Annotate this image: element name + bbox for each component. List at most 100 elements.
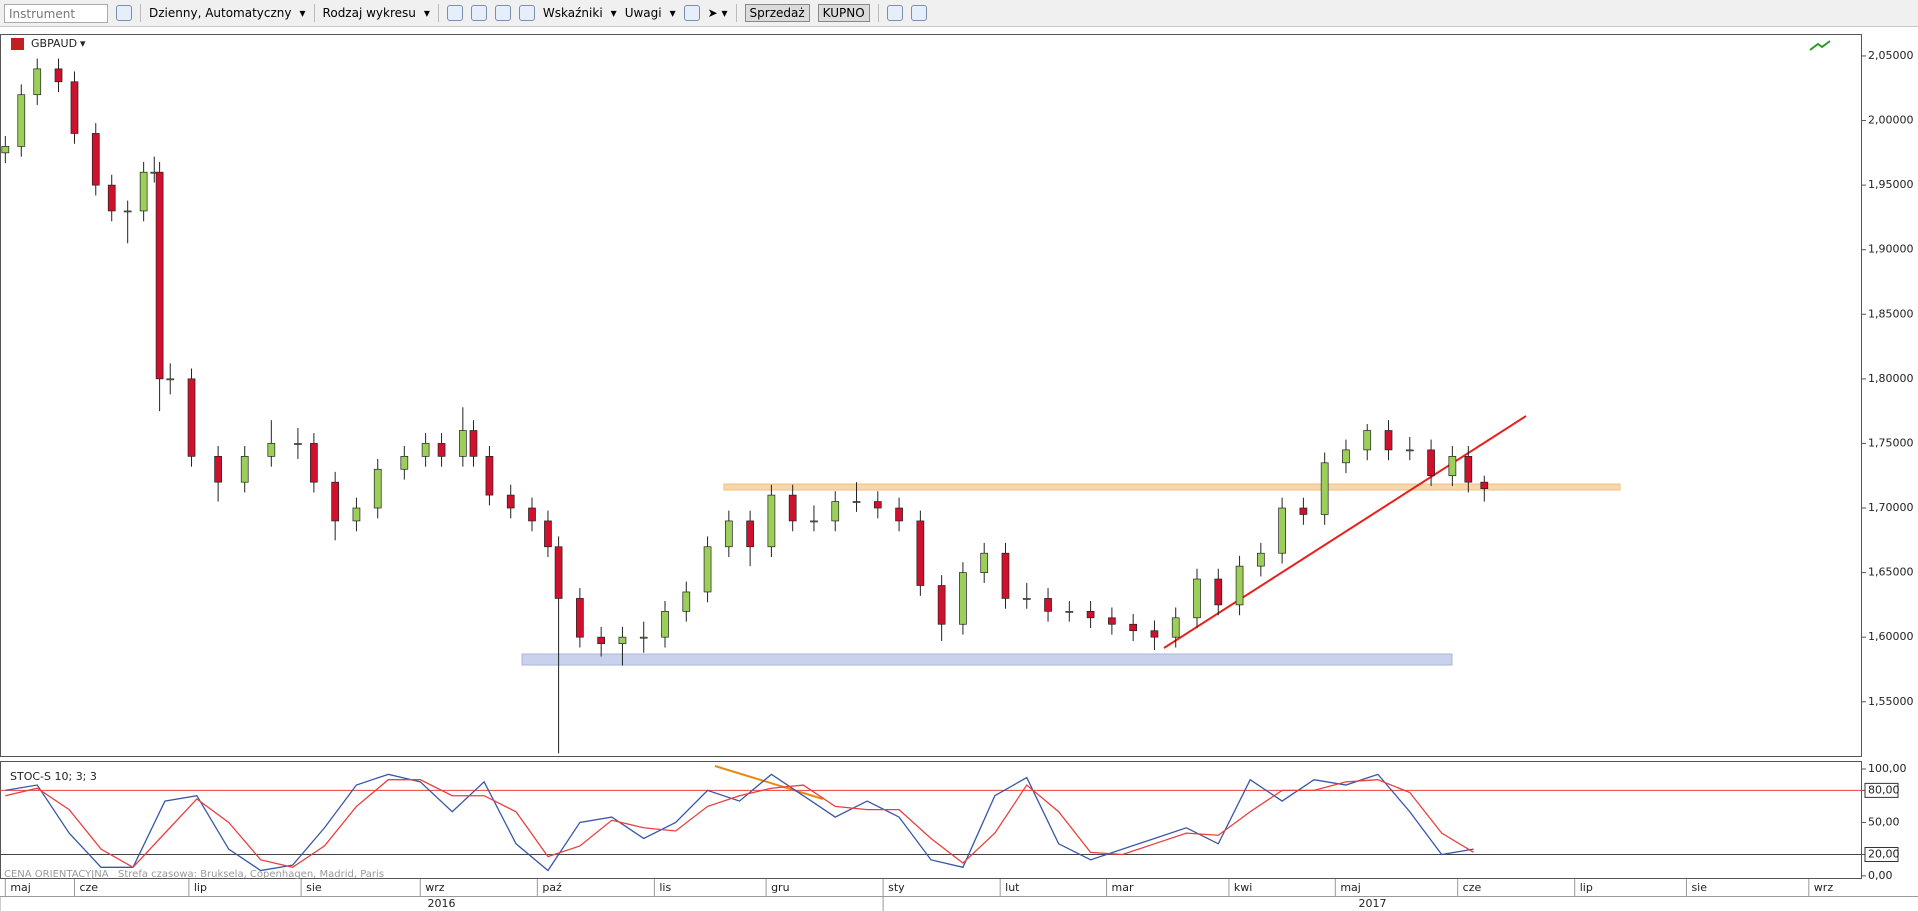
indicator-title: STOC-S 10; 3; 3 <box>10 770 97 783</box>
candle-body <box>597 636 606 644</box>
candle-body <box>1129 623 1138 632</box>
candle-body <box>661 610 669 638</box>
x-tick-label: gru <box>771 881 789 894</box>
candle-body <box>895 507 903 522</box>
y-tick-label: 1,80000 <box>1868 372 1914 385</box>
sell-button[interactable]: Sprzedaż <box>744 4 810 22</box>
x-tick-label: maj <box>1340 881 1361 894</box>
candle-body <box>107 184 116 212</box>
candle-body <box>1363 430 1372 451</box>
x-tick-label: wrz <box>1814 881 1834 894</box>
price-panel-border <box>0 34 1862 757</box>
separator <box>140 4 141 22</box>
dropdown-arrow: ▾ <box>299 6 306 20</box>
status-icon <box>1809 40 1831 51</box>
stoch-line <box>5 779 1474 869</box>
separator <box>437 4 439 22</box>
candle-body <box>485 456 494 496</box>
candle-body <box>331 481 340 522</box>
candle-body <box>1299 507 1308 515</box>
candle-body <box>1022 598 1031 600</box>
candle-body <box>554 546 563 599</box>
candle-body <box>1342 449 1350 464</box>
dropdown-arrow: ▾ <box>610 6 617 20</box>
candle-body <box>1193 578 1201 619</box>
x-tick-label: sie <box>1691 881 1707 894</box>
icon-button[interactable] <box>116 5 132 21</box>
candle-body <box>310 443 318 483</box>
candle-body <box>682 591 691 612</box>
candle-body <box>1480 481 1489 489</box>
candle-body <box>1108 617 1116 625</box>
candle-body <box>1 146 10 154</box>
candle-body <box>810 520 818 523</box>
candle-body <box>240 456 249 483</box>
level-label-box <box>1864 846 1899 862</box>
candle-body <box>373 468 382 509</box>
divergence-line <box>714 765 824 800</box>
x-tick-label: kwi <box>1234 881 1252 894</box>
toolbar: Instrument Dzienny, Automatyczny ▾ Rodzaj… <box>0 0 1918 27</box>
notes-menu[interactable]: Uwagi <box>624 6 662 20</box>
y-tick-label: 1,90000 <box>1868 243 1914 256</box>
candle-body <box>639 636 648 639</box>
y-tick-label: 1,95000 <box>1868 178 1914 191</box>
candle-body <box>1086 610 1095 619</box>
buy-button[interactable]: KUPNO <box>817 4 870 22</box>
candle-body <box>544 520 552 548</box>
x-tick-label: lis <box>659 881 671 894</box>
candle-body <box>831 501 840 522</box>
y-tick-label: 1,60000 <box>1868 630 1914 643</box>
candle-body <box>1427 449 1435 477</box>
eraser[interactable] <box>683 5 700 21</box>
candle-body <box>33 68 42 96</box>
zoom-in[interactable] <box>446 5 463 21</box>
chart-icon[interactable] <box>886 5 903 21</box>
chart-type-menu[interactable]: Rodzaj wykresu <box>322 6 416 20</box>
candle-body <box>767 494 776 548</box>
candle-body <box>1448 456 1457 477</box>
cursor-menu[interactable]: ➤ ▾ <box>707 6 728 20</box>
candle-body <box>1256 552 1265 567</box>
candle-body <box>123 210 132 213</box>
candle-body <box>873 501 882 509</box>
x-tick-label: maj <box>10 881 31 894</box>
candle-body <box>1320 462 1329 515</box>
separator <box>877 4 879 22</box>
candle-body <box>70 81 79 134</box>
indicators-menu[interactable]: Wskaźniki <box>542 6 603 20</box>
year-label: 2016 <box>428 897 456 910</box>
candle-body <box>267 443 276 457</box>
x-tick-label: mar <box>1112 881 1134 894</box>
price-note: CENA ORIENTACYJNA <box>4 869 109 880</box>
support-zone <box>521 653 1453 666</box>
candle-body <box>1464 456 1473 483</box>
x-tick-label: cze <box>1463 881 1482 894</box>
trend-line <box>1163 415 1527 649</box>
level-label-box <box>1864 782 1899 798</box>
print-icon[interactable] <box>910 5 927 21</box>
zoom-out[interactable] <box>470 5 487 21</box>
timezone: Strefa czasowa: Bruksela, Copenhagen, Ma… <box>118 869 384 880</box>
separator <box>313 4 315 22</box>
background <box>0 28 1918 911</box>
y-tick-label: 2,05000 <box>1868 49 1914 62</box>
instrument-input[interactable]: Instrument <box>4 3 108 23</box>
y-tick-label: 1,85000 <box>1868 307 1914 320</box>
refresh[interactable] <box>518 5 535 21</box>
x-tick-label: lut <box>1005 881 1020 894</box>
y-tick-label: 1,65000 <box>1868 566 1914 579</box>
candle-body <box>506 494 515 509</box>
dropdown-arrow: ▾ <box>423 6 430 20</box>
candle-body <box>1235 565 1244 606</box>
x-tick-label: wrz <box>425 881 445 894</box>
candle-body <box>1405 449 1414 452</box>
candle-body <box>421 443 430 457</box>
dropdown-arrow: ▾ <box>669 6 676 20</box>
candle-body <box>1214 578 1223 606</box>
candle-body <box>458 430 467 457</box>
fx-icon <box>11 38 24 50</box>
period-menu[interactable]: Dzienny, Automatyczny <box>149 6 292 20</box>
fit[interactable] <box>494 5 511 21</box>
